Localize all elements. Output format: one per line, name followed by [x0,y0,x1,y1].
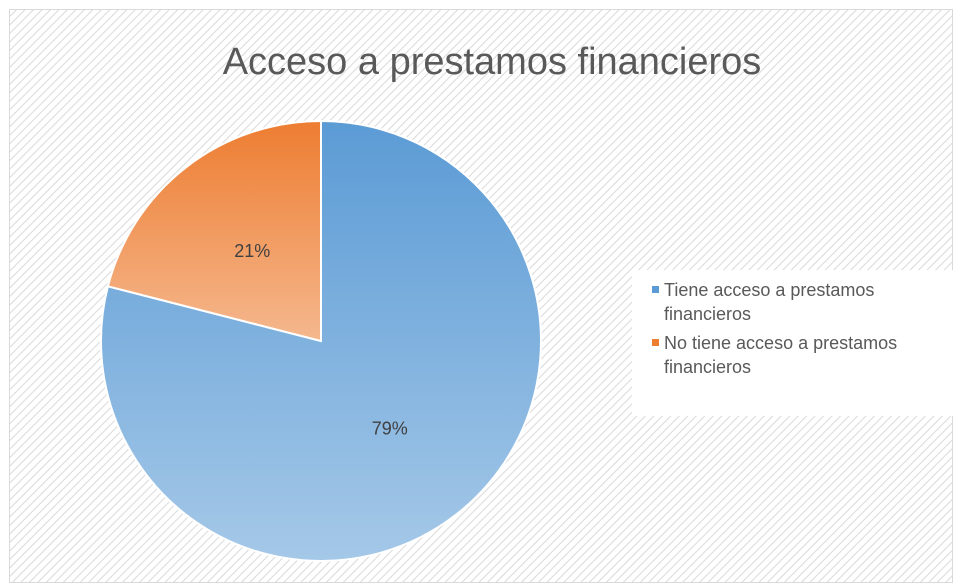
legend-item: No tiene acceso a prestamos financieros [652,331,939,379]
legend-marker [652,339,659,346]
legend-label: No tiene acceso a prestamos financieros [664,333,898,377]
data-label: 79% [372,418,408,438]
legend-label: Tiene acceso a prestamos financieros [664,280,875,324]
legend: Tiene acceso a prestamos financieros No t… [632,270,959,416]
slice [106,119,322,343]
pie: 79% 21% [100,119,542,562]
legend-marker [652,286,659,293]
legend-item: Tiene acceso a prestamos financieros [652,278,939,326]
chart-title: Acceso a prestamos financieros [223,41,762,83]
data-label: 21% [234,241,270,261]
